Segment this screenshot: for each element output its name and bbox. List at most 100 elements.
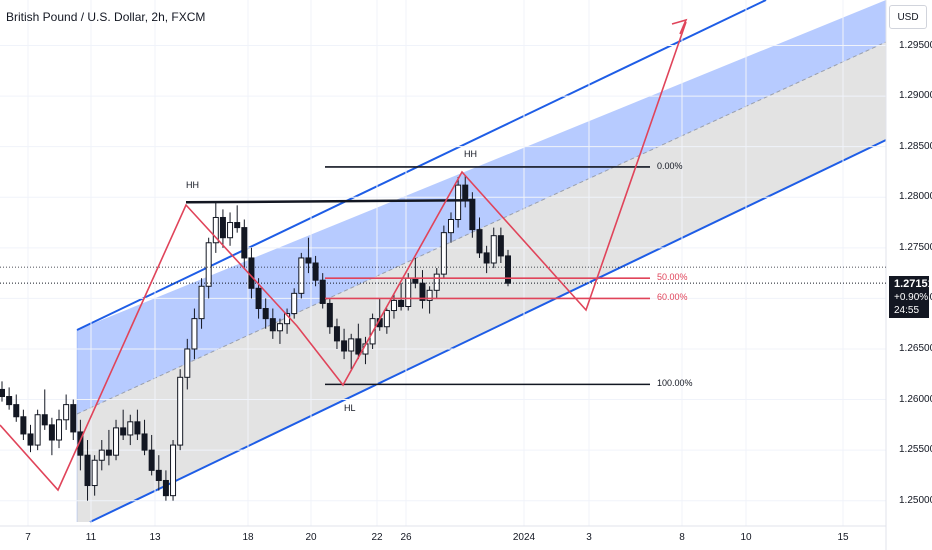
candle-body-up: [56, 419, 63, 441]
time-tick-label: 13: [149, 532, 161, 543]
candle-body-up: [291, 292, 298, 315]
time-tick-label: 8: [679, 532, 685, 543]
candle: [469, 192, 476, 238]
candle: [212, 202, 219, 253]
resistance-line[interactable]: [185, 199, 473, 204]
currency-button[interactable]: USD: [889, 5, 927, 29]
candle: [312, 255, 319, 287]
candle-body-down: [20, 416, 27, 435]
candle-body-down: [120, 427, 127, 436]
candle: [170, 440, 177, 501]
candle: [113, 419, 120, 461]
candle: [70, 399, 77, 441]
candle: [383, 308, 390, 334]
time-tick-label: 7: [25, 532, 31, 543]
channel-midline: [76, 41, 887, 415]
price-tick-label: 1.27500: [899, 241, 932, 253]
candle-body-down: [476, 229, 483, 254]
time-tick-label: 20: [305, 532, 317, 543]
candle: [219, 209, 226, 248]
candle-body-up: [390, 299, 397, 312]
candle-body-down: [341, 340, 348, 352]
candle: [184, 338, 191, 390]
candle: [84, 440, 91, 501]
candle: [355, 323, 362, 360]
candle-body-up: [34, 414, 41, 446]
candle-body-down: [355, 338, 362, 355]
candle-body-down: [162, 479, 169, 497]
candle-body-down: [241, 227, 248, 259]
candle-body-down: [105, 449, 112, 456]
candle-body-down: [234, 222, 241, 229]
price-tick-label: 1.25000: [899, 494, 932, 506]
candle: [162, 470, 169, 501]
bar-countdown: 24:55: [894, 305, 920, 316]
candle-body-up: [440, 232, 447, 275]
candle: [120, 409, 127, 441]
candle-body-down: [419, 282, 426, 301]
candle-body-down: [141, 433, 148, 451]
candle-body-up: [127, 421, 134, 436]
price-tick-label: 1.29000: [899, 90, 932, 102]
candle: [305, 237, 312, 274]
swing-annotation: HH: [464, 149, 477, 159]
channel-lower-line[interactable]: [89, 139, 887, 523]
candle: [6, 387, 13, 410]
candle-body-down: [483, 252, 490, 264]
candle-body-down: [305, 257, 312, 264]
candle-body-down: [0, 388, 5, 398]
candle-body-down: [497, 235, 504, 257]
zigzag-arrowhead: [671, 18, 688, 35]
candle: [455, 177, 462, 228]
price-tick-label: 1.26500: [899, 342, 932, 354]
zigzag-projection[interactable]: [0, 21, 687, 492]
candle: [191, 308, 198, 360]
candle-body-up: [405, 277, 412, 307]
candle-body-up: [490, 235, 497, 264]
candle: [319, 273, 326, 309]
candle-body-up: [198, 285, 205, 320]
fib-level-label: 50.00%: [657, 272, 688, 283]
candle: [483, 245, 490, 274]
channel-lower-band: [77, 42, 886, 522]
candle: [341, 328, 348, 360]
candle-body-down: [469, 198, 476, 231]
price-tick-label: 1.28500: [899, 140, 932, 152]
time-tick-label: 15: [837, 532, 849, 543]
candle: [27, 424, 34, 453]
candle: [390, 293, 397, 319]
candle-body-down: [148, 449, 155, 471]
candle: [41, 389, 48, 430]
current-price: 1.27151: [894, 278, 932, 290]
candle-body-up: [447, 219, 454, 234]
candle-body-up: [383, 310, 390, 328]
candle: [127, 414, 134, 446]
candle: [20, 409, 27, 441]
candle: [333, 318, 340, 349]
swing-annotation: HL: [344, 403, 356, 413]
candle: [48, 417, 55, 456]
candle-body-up: [212, 216, 219, 244]
candle-body-down: [27, 433, 34, 446]
price-tick-label: 1.28000: [899, 191, 932, 203]
channel-upper-line[interactable]: [76, 0, 767, 331]
fib-level-label: 0.00%: [657, 160, 683, 171]
candle: [227, 212, 234, 246]
candle-body-down: [6, 396, 13, 406]
candle-body-down: [84, 454, 91, 487]
candle: [198, 278, 205, 329]
candle: [447, 212, 454, 243]
candle: [56, 409, 63, 449]
candle: [419, 270, 426, 309]
candle-body-down: [248, 257, 255, 289]
time-tick-label: 22: [371, 532, 383, 543]
candle-body-up: [205, 242, 212, 287]
time-tick-label: 3: [586, 532, 592, 543]
candle: [0, 381, 5, 402]
candle: [398, 283, 405, 311]
candle-body-up: [227, 222, 234, 239]
time-tick-label: 2024: [512, 532, 536, 543]
candle: [77, 419, 84, 471]
